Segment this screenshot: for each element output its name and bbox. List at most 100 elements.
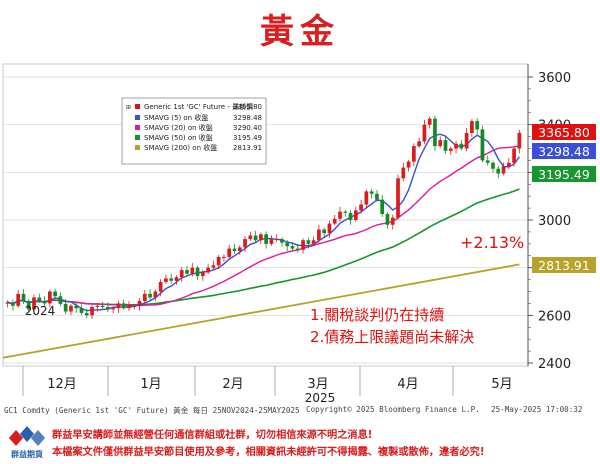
candle-body [301,240,305,250]
x-month-label: 4月 [397,377,418,392]
x-month-label: 12月 [47,377,77,392]
candle-body [158,281,163,292]
candle-body [401,167,406,179]
candle-body [106,306,110,310]
candle-body [148,293,152,298]
x-month-label: 5月 [491,377,512,392]
source-text: GC1 Comdty (Generic 1st 'GC' Future) 黃金 … [4,406,300,415]
candle-body [58,296,63,304]
company-logo: 群益期貨 [9,426,45,459]
note-2: 2.債務上限議題尚未解決 [310,328,474,346]
price-tag-bg [532,257,596,273]
candle-body [32,297,36,310]
candle-body [237,247,242,251]
legend-swatch-price [135,104,140,109]
legend-menu-icon: ⊞ [126,104,131,111]
legend-value: 3195.49 [233,134,262,142]
candle-body [496,168,501,174]
candle-body [417,141,421,147]
disclaimer-line-1: 群益早安講師並無經營任何通信群組或社群，切勿相信來源不明之消息! [52,430,373,441]
candle-body [69,305,73,312]
candle-body [506,162,511,167]
candle-body [253,235,258,241]
grid [2,63,529,367]
candle-body [480,129,485,161]
candle-body [26,301,31,310]
candle-body [259,234,263,241]
candle-body [322,229,327,234]
candle-body [37,297,42,302]
legend-value: 2813.91 [233,144,262,152]
candle-body [380,199,385,215]
candle-body [311,240,316,244]
candle-body [512,148,516,163]
candle-body [269,239,274,244]
candle-body [227,248,232,257]
candle-body [79,308,84,313]
candle-body [53,291,57,297]
legend-swatch [135,135,140,140]
legend-label: SMAVG (200) on 收盤 [144,143,217,152]
candle-body [11,302,15,306]
x-year-label: 2024 [25,304,56,318]
legend-value: 3290.40 [233,124,262,132]
copyright-text: Copyright© 2025 Bloomberg Finance L.P. [306,405,480,414]
candle-body [200,272,205,277]
candle-body [517,132,522,149]
candle-body [211,265,216,268]
x-year-label: 2025 [305,391,336,404]
price-tag: 2813.91 [538,258,590,273]
candle-body [90,306,94,316]
y-tick-label: 2400 [538,357,571,372]
candle-body [396,178,400,218]
candle-body [169,278,174,281]
x-month-label: 3月 [307,377,328,392]
candle-body [42,301,47,304]
price-chart: 2400260028003000320034003600 12月1月2月3月4月… [2,63,596,404]
price-tag-bg [532,143,596,159]
y-tick-label: 3000 [538,214,571,229]
sma-20-line [7,145,520,307]
legend-swatch [135,125,140,130]
candle-body [190,267,195,274]
source-line: GC1 Comdty (Generic 1st 'GC' Future) 黃金 … [0,404,600,418]
price-tag: 3298.48 [538,144,590,159]
legend-value-price: 3365.80 [233,103,262,111]
candle-body [443,140,448,151]
price-tag: 3195.49 [538,167,590,182]
candle-body [280,239,284,243]
legend-swatch [135,115,140,120]
candle-body [195,267,200,277]
candle-body [454,143,458,149]
legend-label: SMAVG (20) on 收盤 [144,123,213,132]
candle-body [232,248,237,251]
candle-body [427,118,432,125]
candle-body [348,212,353,220]
candle-body [274,239,279,241]
candle-body [343,211,348,213]
y-tick-label: 2600 [538,309,571,324]
disclaimer-bar: 群益期貨 群益早安講師並無經營任何通信群組或社群，切勿相信來源不明之消息! 本檔… [0,420,600,464]
legend-label-price: Generic 1st 'GC' Future - 最新價 [144,102,253,111]
candle-body [290,246,295,249]
candle-body [353,210,358,220]
candle-body [264,234,268,244]
price-tags: 3365.80 3298.48 3195.49 2813.91 [532,124,596,273]
candle-body [375,193,379,200]
candle-body [95,305,100,307]
candle-body [412,146,416,162]
candle-body [121,303,126,309]
candle-body [132,305,137,307]
page-title: 黃金 [260,12,340,52]
candles [5,115,522,320]
logo-text: 群益期貨 [10,449,43,459]
legend-box: ⊞ Generic 1st 'GC' Future - 最新價 3365.80 … [121,97,267,165]
candle-body [501,166,506,174]
candle-body [485,160,490,163]
candle-body [47,291,52,304]
candle-body [5,302,10,304]
candle-body [317,229,321,241]
candle-body [459,143,464,149]
candle-body [100,305,105,307]
disclaimer-line-2: 本檔案文件僅供群益早安節目使用及參考，相關資訊未經許可不得揭露、複製或散佈，違者… [52,447,485,458]
